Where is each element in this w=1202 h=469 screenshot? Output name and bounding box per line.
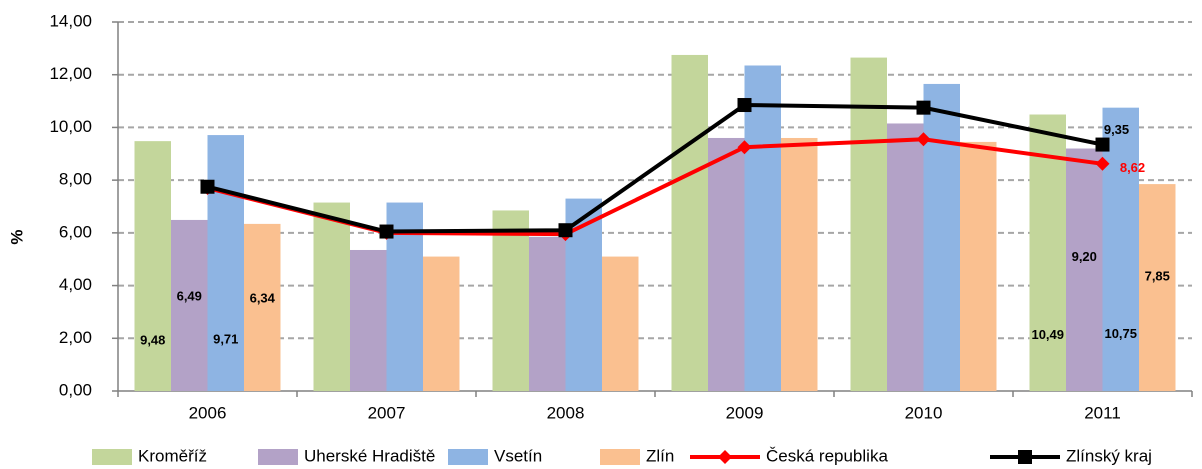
legend-label: Uherské Hradiště	[304, 446, 435, 465]
legend-swatch	[448, 449, 488, 465]
bar	[1139, 184, 1176, 391]
bar	[1066, 148, 1103, 391]
line-marker	[916, 132, 931, 147]
legend-marker	[718, 450, 732, 464]
line-marker	[558, 223, 573, 238]
bar	[602, 256, 639, 391]
bar	[887, 123, 924, 391]
data-label: 10,49	[1031, 327, 1064, 342]
y-tick-label: 14,00	[49, 11, 92, 30]
data-label: 8,62	[1120, 160, 1145, 175]
x-tick-label: 2008	[547, 403, 585, 422]
x-tick-label: 2010	[905, 403, 943, 422]
line-marker	[916, 100, 931, 115]
bar	[671, 54, 708, 391]
bar	[171, 219, 208, 391]
data-label: 6,34	[250, 291, 276, 306]
bar	[350, 249, 387, 391]
y-tick-label: 2,00	[59, 328, 92, 347]
y-tick-label: 0,00	[59, 380, 92, 399]
bar	[423, 256, 460, 391]
y-tick-label: 6,00	[59, 222, 92, 241]
data-label: 10,75	[1104, 326, 1137, 341]
y-tick-label: 12,00	[49, 64, 92, 83]
legend-swatch	[600, 449, 640, 465]
line-marker	[1095, 137, 1110, 152]
bar	[313, 202, 350, 391]
bar	[781, 137, 818, 391]
bar	[744, 65, 781, 391]
legend-label: Kroměříž	[138, 446, 207, 465]
x-tick-label: 2009	[726, 403, 764, 422]
legend-label: Zlín	[646, 446, 674, 465]
bar	[708, 137, 745, 391]
bar	[134, 141, 171, 391]
data-label: 9,48	[140, 332, 165, 347]
bar	[207, 135, 244, 391]
bar	[960, 141, 997, 391]
bar	[529, 236, 566, 391]
legend-marker	[1018, 450, 1032, 464]
y-axis-label: %	[7, 229, 26, 244]
line-marker	[200, 179, 215, 194]
bar	[850, 57, 887, 391]
legend-swatch	[92, 449, 132, 465]
line-marker	[1095, 156, 1110, 171]
line	[207, 103, 1103, 234]
x-tick-label: 2011	[1084, 403, 1121, 422]
x-tick-label: 2006	[189, 403, 227, 422]
bar	[492, 210, 529, 391]
legend-label: Zlínský kraj	[1066, 446, 1152, 465]
y-tick-label: 8,00	[59, 170, 92, 189]
data-label: 7,85	[1145, 269, 1170, 284]
bar	[244, 223, 281, 391]
data-label: 6,49	[177, 288, 202, 303]
data-label: 9,20	[1072, 249, 1097, 264]
line-marker	[737, 140, 752, 155]
bar	[923, 83, 960, 392]
line-marker	[379, 224, 394, 239]
x-tick-label: 2007	[368, 403, 406, 422]
bar	[1102, 107, 1139, 392]
y-tick-label: 10,00	[49, 117, 92, 136]
y-tick-label: 4,00	[59, 275, 92, 294]
legend-swatch	[258, 449, 298, 465]
bar	[1029, 114, 1066, 391]
legend-label: Vsetín	[494, 446, 542, 465]
data-label: 9,71	[213, 331, 238, 346]
data-label: 9,35	[1104, 122, 1129, 137]
line-marker	[737, 98, 752, 113]
legend-label: Česká republika	[766, 446, 888, 465]
